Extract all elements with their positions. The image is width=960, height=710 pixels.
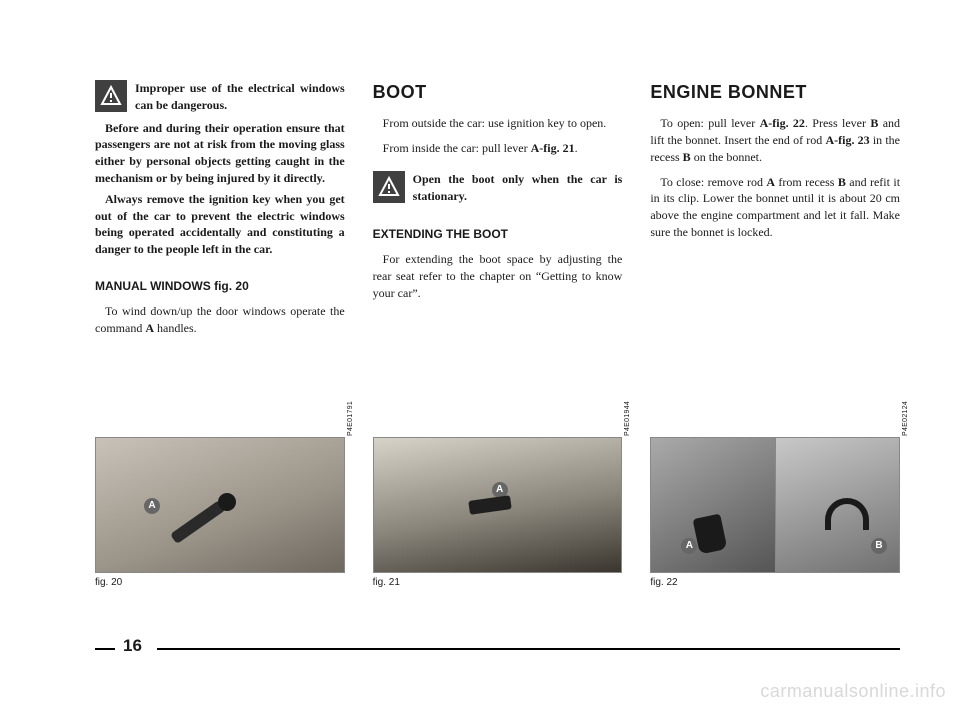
manual-page: Improper use of the electrical windows c… <box>0 0 960 630</box>
column-2: BOOT From outside the car: use ignition … <box>373 80 623 590</box>
column-1: Improper use of the electrical windows c… <box>95 80 345 590</box>
boot-p1: From outside the car: use ignition key t… <box>373 115 623 132</box>
window-handle-shape <box>170 500 226 544</box>
engine-bonnet-heading: ENGINE BONNET <box>650 80 900 105</box>
manual-windows-heading: MANUAL WINDOWS fig. 20 <box>95 278 345 295</box>
figure-22-image: A B P4E02124 <box>650 437 900 573</box>
text-fragment: from recess <box>775 175 838 189</box>
ref-letter: B <box>838 175 846 189</box>
figure-21: A P4E01944 fig. 21 <box>373 437 623 590</box>
warning-icon <box>95 80 127 112</box>
lever-shape <box>468 495 512 515</box>
figure-21-image: A P4E01944 <box>373 437 623 573</box>
figure-22: A B P4E02124 fig. 22 <box>650 437 900 590</box>
text-fragment: handles. <box>154 321 197 335</box>
bonnet-p1: To open: pull lever A-fig. 22. Press lev… <box>650 115 900 165</box>
extending-boot-text: For extending the boot space by adjustin… <box>373 251 623 301</box>
figure-code: P4E01944 <box>623 401 633 436</box>
window-knob-shape <box>218 493 236 511</box>
figure-code: P4E02124 <box>901 401 911 436</box>
text-fragment: . <box>575 141 578 155</box>
figure-20: A P4E01791 fig. 20 <box>95 437 345 590</box>
warning-block: Improper use of the electrical windows c… <box>95 80 345 118</box>
manual-windows-text: To wind down/up the door windows operate… <box>95 303 345 337</box>
ref-letter: A <box>145 321 154 335</box>
watermark: carmanualsonline.info <box>760 681 946 702</box>
safety-para-2: Always remove the ignition key when you … <box>95 191 345 258</box>
warning-icon <box>373 171 405 203</box>
figure-20-image: A P4E01791 <box>95 437 345 573</box>
extending-boot-heading: EXTENDING THE BOOT <box>373 226 623 243</box>
ref-letter: B <box>683 150 691 164</box>
text-fragment: on the bonnet. <box>691 150 762 164</box>
figure-22-caption: fig. 22 <box>650 576 900 590</box>
ref-letter: A <box>766 175 775 189</box>
ref-letter: A-fig. 22 <box>760 116 805 130</box>
callout-b: B <box>871 538 887 554</box>
text-fragment: To open: pull lever <box>660 116 759 130</box>
ref-letter: A-fig. 21 <box>531 141 575 155</box>
page-number: 16 <box>123 636 142 656</box>
boot-p2: From inside the car: pull lever A-fig. 2… <box>373 140 623 157</box>
callout-a: A <box>144 498 160 514</box>
figure-code: P4E01791 <box>346 401 356 436</box>
text-fragment: From inside the car: pull lever <box>383 141 531 155</box>
figure-21-caption: fig. 21 <box>373 576 623 590</box>
text-fragment: To close: remove rod <box>660 175 766 189</box>
warning-block: Open the boot only when the car is stati… <box>373 171 623 209</box>
ref-letter: A-fig. 23 <box>825 133 869 147</box>
text-fragment: To wind down/up the door windows operate… <box>95 304 345 335</box>
page-footer: 16 <box>95 636 900 660</box>
boot-heading: BOOT <box>373 80 623 105</box>
warning-text: Improper use of the electrical windows c… <box>135 80 345 114</box>
column-3: ENGINE BONNET To open: pull lever A-fig.… <box>650 80 900 590</box>
safety-para-1: Before and during their operation ensure… <box>95 120 345 187</box>
figure-20-caption: fig. 20 <box>95 576 345 590</box>
footer-rule-left <box>95 648 115 650</box>
subimage-left <box>651 438 775 572</box>
text-fragment: . Press lever <box>805 116 870 130</box>
warning-text: Open the boot only when the car is stati… <box>413 171 623 205</box>
footer-rule-right <box>157 648 900 650</box>
bonnet-p2: To close: remove rod A from recess B and… <box>650 174 900 241</box>
